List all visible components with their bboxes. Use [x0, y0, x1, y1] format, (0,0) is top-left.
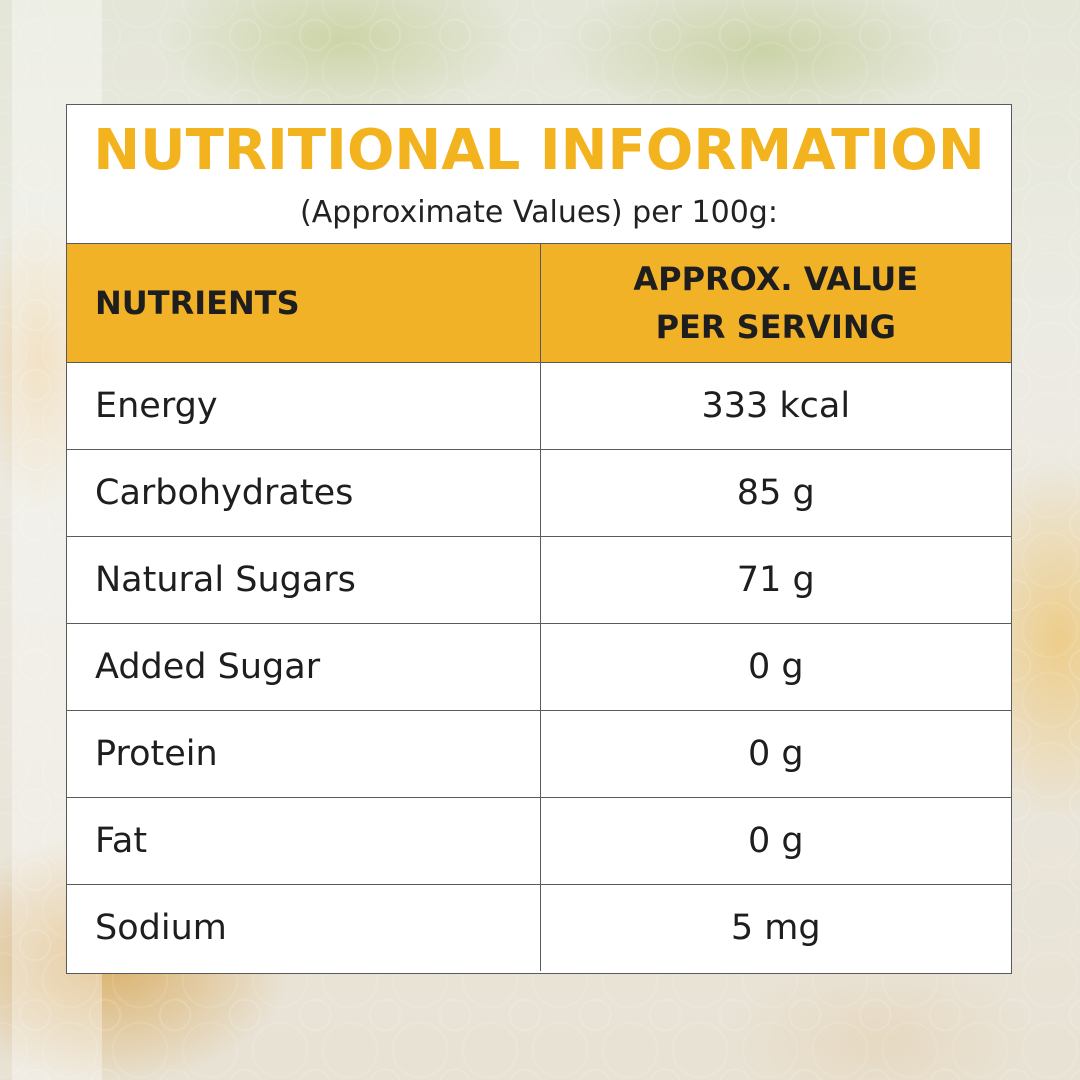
column-header-nutrients: NUTRIENTS [67, 244, 541, 363]
nutrient-value: 71 g [540, 536, 1011, 624]
table-row: Sodium 5 mg [67, 884, 1011, 971]
table-row: Carbohydrates 85 g [67, 449, 1011, 537]
column-header-value-line2: PER SERVING [655, 307, 896, 346]
page-title: NUTRITIONAL INFORMATION [93, 118, 985, 183]
table-row: Natural Sugars 71 g [67, 536, 1011, 624]
table-row: Added Sugar 0 g [67, 623, 1011, 711]
title-block: NUTRITIONAL INFORMATION (Approximate Val… [67, 105, 1011, 244]
nutrient-name: Carbohydrates [67, 449, 541, 537]
table-row: Protein 0 g [67, 710, 1011, 798]
table-header-row: NUTRIENTS APPROX. VALUE PER SERVING [67, 244, 1011, 363]
nutrient-value: 85 g [540, 449, 1011, 537]
nutrient-name: Added Sugar [67, 623, 541, 711]
nutrient-name: Protein [67, 710, 541, 798]
table-row: Energy 333 kcal [67, 362, 1011, 450]
nutrient-value: 5 mg [730, 907, 821, 948]
nutrient-value: 0 g [540, 623, 1011, 711]
nutrient-name: Fat [67, 797, 541, 885]
nutrition-card: NUTRITIONAL INFORMATION (Approximate Val… [66, 104, 1012, 974]
nutrient-value: 0 g [540, 710, 1011, 798]
column-header-value-line1: APPROX. VALUE [633, 259, 919, 298]
nutrient-name: Natural Sugars [67, 536, 541, 624]
nutrient-name: Energy [67, 362, 541, 450]
nutrition-table: NUTRIENTS APPROX. VALUE PER SERVING Ener… [67, 244, 1011, 971]
column-header-value: APPROX. VALUE PER SERVING [540, 244, 1011, 363]
nutrient-value: 333 kcal [540, 362, 1011, 450]
page-subtitle: (Approximate Values) per 100g: [300, 195, 778, 230]
table-row: Fat 0 g [67, 797, 1011, 885]
nutrient-name: Sodium [67, 884, 541, 971]
nutrient-value: 0 g [540, 797, 1011, 885]
